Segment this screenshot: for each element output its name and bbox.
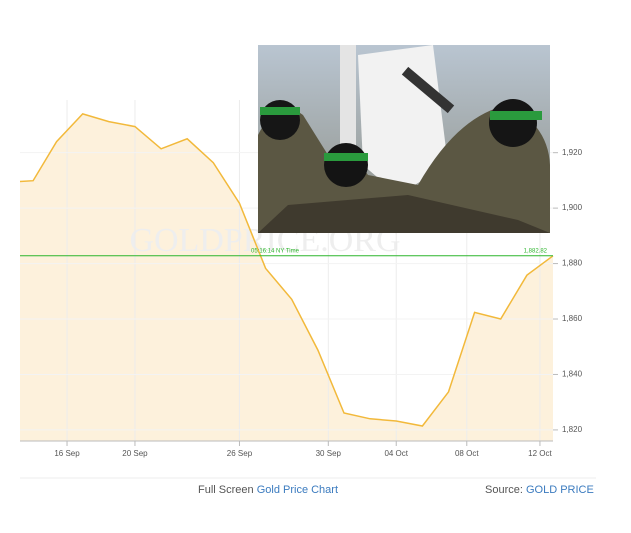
overlay-photo — [258, 45, 550, 233]
y-tick-label: 1,840 — [562, 370, 583, 379]
current-time: 05:16:14 NY Time — [251, 248, 300, 254]
footer-text: Source: — [485, 484, 523, 496]
x-tick-label: 12 Oct — [528, 449, 552, 458]
x-tick-label: 04 Oct — [384, 449, 408, 458]
footer-right: Source: GOLD PRICE — [485, 484, 594, 496]
x-tick-label: 16 Sep — [54, 449, 80, 458]
y-tick-label: 1,920 — [562, 148, 583, 157]
x-tick-label: 20 Sep — [122, 449, 148, 458]
x-tick-label: 08 Oct — [455, 449, 479, 458]
y-tick-label: 1,900 — [562, 203, 583, 212]
current-price: 1,882.82 — [524, 248, 548, 254]
x-tick-label: 26 Sep — [227, 449, 253, 458]
footer-text: Full Screen — [198, 484, 254, 496]
y-tick-label: 1,820 — [562, 425, 583, 434]
footer-left: Full Screen Gold Price Chart — [198, 484, 338, 496]
price-line — [19, 113, 554, 427]
y-tick-label: 1,860 — [562, 314, 583, 323]
chart-link[interactable]: Gold Price Chart — [256, 484, 339, 496]
x-tick-label: 30 Sep — [316, 449, 342, 458]
area — [20, 113, 553, 442]
y-tick-label: 1,880 — [562, 259, 583, 268]
source-link[interactable]: GOLD PRICE — [525, 484, 594, 496]
